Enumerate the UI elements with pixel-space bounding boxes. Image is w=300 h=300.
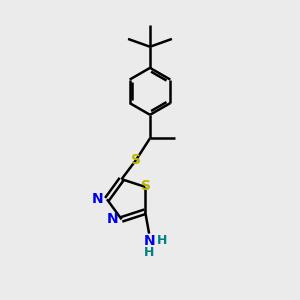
Text: N: N	[107, 212, 118, 226]
Text: H: H	[144, 246, 154, 259]
Text: S: S	[131, 153, 141, 167]
Text: N: N	[143, 234, 155, 248]
Text: N: N	[92, 192, 104, 206]
Text: H: H	[157, 234, 167, 248]
Text: S: S	[141, 179, 151, 193]
